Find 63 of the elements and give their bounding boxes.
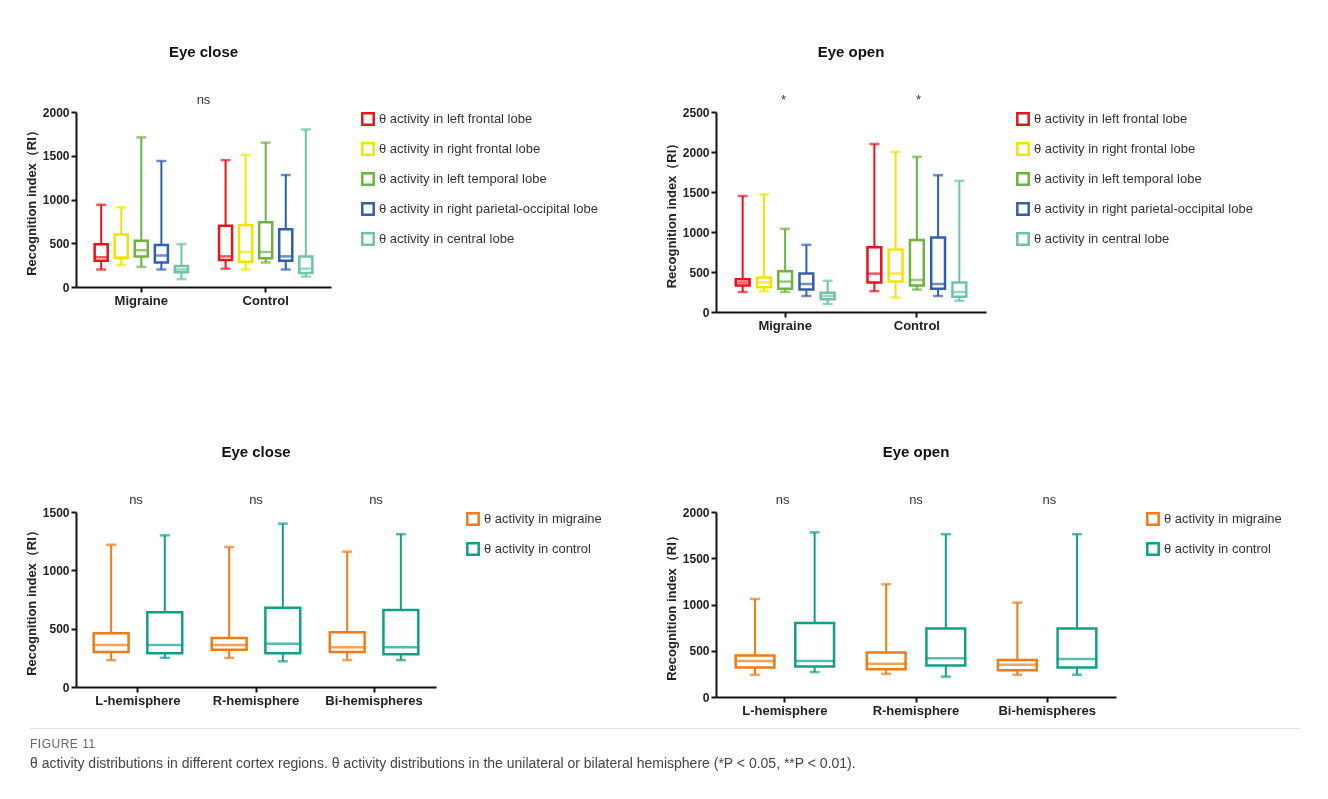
y-tick-label: 1500 [42,505,70,520]
text: ns [775,492,791,507]
y-tick-label: 2000 [682,145,710,160]
y-tick-label: 2500 [682,105,710,120]
y-tick-label: 0 [62,280,70,295]
legend-label: θ activity in right parietal-occipital lobe [379,201,598,216]
y-axis-title: Recognition index（RI） [23,124,39,276]
legend-label: θ activity in central lobe [379,231,515,246]
x-tick-label: R-hemisphere [872,702,960,718]
x-tick-label: Control [893,317,940,333]
y-tick-label: 0 [62,680,70,695]
y-tick-label: 2000 [42,105,70,120]
text: * [780,92,787,107]
y-tick-label: 500 [689,644,710,659]
y-tick-label: 1000 [42,193,70,207]
chart-title: Eye close [221,443,291,460]
text: * [915,92,922,107]
x-tick-label: Migraine [114,292,169,308]
legend-label: θ activity in migraine [1164,511,1282,526]
y-tick-label: 500 [49,622,70,637]
y-tick-label: 500 [49,236,70,251]
caption: FIGURE 11 [30,737,97,751]
y-tick-label: 0 [702,305,710,320]
x-tick-label: Control [242,292,289,308]
x-tick-label: R-hemisphere [212,692,300,708]
legend-label: θ activity in left frontal lobe [379,111,533,126]
y-tick-label: 1500 [682,185,710,200]
chart-title: Eye open [882,443,950,460]
text: ns [369,492,384,507]
legend-label: θ activity in left frontal lobe [1034,111,1188,126]
text: ns [909,492,924,507]
x-tick-label: Bi-hemispheres [998,702,1096,718]
legend-label: θ activity in control [484,541,592,556]
y-tick-label: 1000 [42,563,70,578]
y-tick-label: 500 [689,265,710,280]
text: ns [249,492,264,507]
legend-label: θ activity in left temporal lobe [1034,171,1202,186]
legend-label: θ activity in right frontal lobe [1034,141,1196,156]
text: ns [129,492,144,507]
legend-label: θ activity in control [1164,541,1272,556]
y-axis-title: Recognition index（RI） [23,524,39,676]
x-tick-label: Migraine [758,317,812,333]
y-tick-label: 1500 [42,149,70,164]
legend-label: θ activity in central lobe [1034,231,1170,246]
y-tick-label: 0 [702,690,710,705]
y-axis-title: Recognition index（RI） [663,136,679,289]
legend-label: θ activity in migraine [484,511,602,526]
y-tick-label: 1000 [682,598,710,612]
y-tick-label: 2000 [682,505,710,520]
legend-label: θ activity in right parietal-occipital lobe [1034,201,1253,216]
chart-title: Eye open [817,43,885,60]
y-tick-label: 1500 [682,551,710,566]
x-tick-label: Bi-hemispheres [325,692,423,708]
x-tick-label: L-hemisphere [742,702,828,718]
y-tick-label: 1000 [682,225,710,240]
x-tick-label: L-hemisphere [95,692,181,708]
legend-label: θ activity in right frontal lobe [379,141,541,156]
text: ns [196,92,211,107]
text: ns [1042,492,1057,507]
y-axis-title: Recognition index（RI） [663,529,679,681]
text: θ activity distributions in different cortex regions. θ activity distributions in the unilateral or bilateral hemisphere (*P < 0.05, **P < 0.01). [30,755,857,771]
legend-label: θ activity in left temporal lobe [379,171,547,186]
chart-title: Eye close [168,43,239,60]
